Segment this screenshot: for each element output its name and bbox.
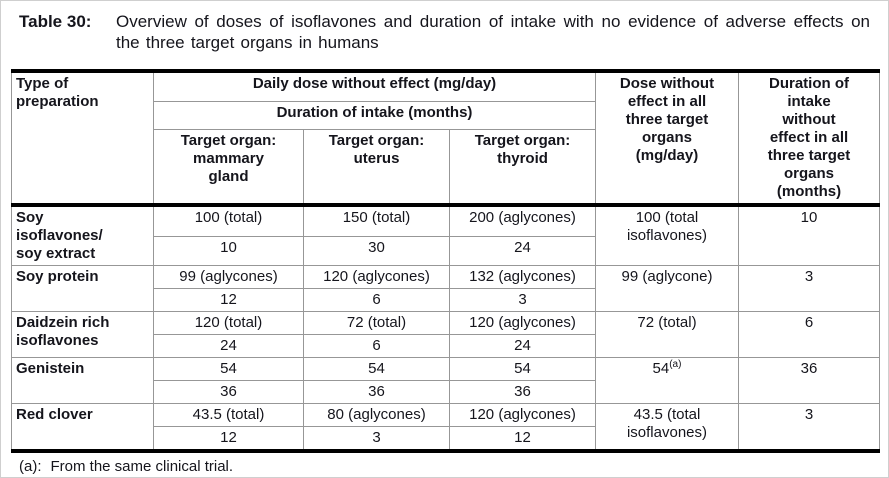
dose-cell: 150 (total) (303, 204, 450, 237)
all-organs-dose-value: 54 (652, 360, 670, 377)
duration-cell: 6 (303, 288, 450, 312)
footnote-text: From the same clinical trial. (50, 458, 234, 475)
duration-cell: 12 (449, 426, 596, 451)
header-duration-group: Duration of intake (months) (153, 101, 596, 131)
table-row-soy-protein: Soy protein 99 (aglycones) 120 (aglycone… (11, 265, 880, 312)
header-row-1: Type of preparation Daily dose without e… (11, 71, 880, 205)
header-type-of-preparation: Type of preparation (11, 71, 154, 205)
preparation-cell: Daidzein rich isoflavones (11, 311, 154, 358)
header-all-three-duration: Duration of intake without effect in all… (738, 71, 880, 205)
table-row-genistein: Genistein 54 54 54 54(a) 36 (11, 357, 880, 404)
dose-cell: 54 (153, 357, 304, 381)
table-caption: Table 30: Overview of doses of isoflavon… (19, 11, 870, 53)
dose-cell: 54 (303, 357, 450, 381)
table-caption-text: Overview of doses of isoflavones and dur… (116, 12, 870, 52)
table-row-genistein-duration: 36 36 36 (12, 380, 880, 404)
header-target-thyroid: Target organ: thyroid (449, 129, 596, 205)
duration-cell: 36 (153, 380, 304, 404)
all-organs-dose-cell: 99 (aglycone) (595, 265, 739, 312)
duration-cell: 24 (449, 334, 596, 358)
duration-cell: 36 (449, 380, 596, 404)
header-row-2: Duration of intake (months) (12, 101, 880, 131)
duration-cell: 3 (303, 426, 450, 451)
duration-cell: 24 (449, 235, 596, 266)
dose-cell: 72 (total) (303, 311, 450, 335)
table-caption-label: Table 30: (19, 12, 92, 31)
duration-cell: 12 (153, 426, 304, 451)
duration-cell: 24 (153, 334, 304, 358)
all-organs-duration-cell: 36 (738, 357, 880, 404)
footnote: (a): From the same clinical trial. (19, 458, 870, 476)
all-organs-dose-cell: 43.5 (total isoflavones) (595, 403, 739, 451)
dose-cell: 43.5 (total) (153, 403, 304, 427)
table-header: Type of preparation Daily dose without e… (11, 71, 880, 205)
table-row-soy-isoflavones: Soy isoflavones/ soy extract 100 (total)… (11, 204, 880, 266)
duration-cell: 10 (153, 235, 304, 266)
isoflavone-doses-table: Type of preparation Daily dose without e… (11, 69, 880, 453)
dose-cell: 200 (aglycones) (449, 204, 596, 237)
table-row-red-clover-duration: 12 3 12 (12, 426, 880, 451)
dose-cell: 120 (aglycones) (449, 311, 596, 335)
table-row-soy-isoflavones-duration: 10 30 24 (12, 235, 880, 266)
header-all-three-dose: Dose without effect in all three target … (595, 71, 739, 205)
dose-cell: 99 (aglycones) (153, 265, 304, 289)
header-daily-dose-group: Daily dose without effect (mg/day) (153, 71, 596, 102)
dose-cell: 120 (aglycones) (303, 265, 450, 289)
preparation-cell: Red clover (11, 403, 154, 451)
table-row-red-clover: Red clover 43.5 (total) 80 (aglycones) 1… (11, 403, 880, 451)
dose-cell: 120 (total) (153, 311, 304, 335)
all-organs-duration-cell: 6 (738, 311, 880, 358)
footnote-ref-a: (a) (669, 359, 682, 370)
preparation-cell: Genistein (11, 357, 154, 404)
header-target-mammary: Target organ: mammary gland (153, 129, 304, 205)
table-row-daidzein: Daidzein rich isoflavones 120 (total) 72… (11, 311, 880, 358)
dose-cell: 120 (aglycones) (449, 403, 596, 427)
all-organs-dose-cell: 72 (total) (595, 311, 739, 358)
all-organs-dose-cell: 100 (total isoflavones) (595, 204, 739, 266)
duration-cell: 6 (303, 334, 450, 358)
dose-cell: 80 (aglycones) (303, 403, 450, 427)
preparation-cell: Soy protein (11, 265, 154, 312)
all-organs-duration-cell: 10 (738, 204, 880, 266)
table-body: Soy isoflavones/ soy extract 100 (total)… (11, 204, 880, 451)
dose-cell: 100 (total) (153, 204, 304, 237)
table-row-soy-protein-duration: 12 6 3 (12, 288, 880, 312)
footnote-marker: (a): (19, 458, 42, 475)
table-row-daidzein-duration: 24 6 24 (12, 334, 880, 358)
header-row-3: Target organ: mammary gland Target organ… (12, 129, 880, 205)
all-organs-dose-cell: 54(a) (595, 357, 739, 404)
duration-cell: 30 (303, 235, 450, 266)
duration-cell: 12 (153, 288, 304, 312)
duration-cell: 3 (449, 288, 596, 312)
duration-cell: 36 (303, 380, 450, 404)
all-organs-duration-cell: 3 (738, 265, 880, 312)
dose-cell: 54 (449, 357, 596, 381)
all-organs-duration-cell: 3 (738, 403, 880, 451)
dose-cell: 132 (aglycones) (449, 265, 596, 289)
header-target-uterus: Target organ: uterus (303, 129, 450, 205)
preparation-cell: Soy isoflavones/ soy extract (11, 204, 154, 266)
